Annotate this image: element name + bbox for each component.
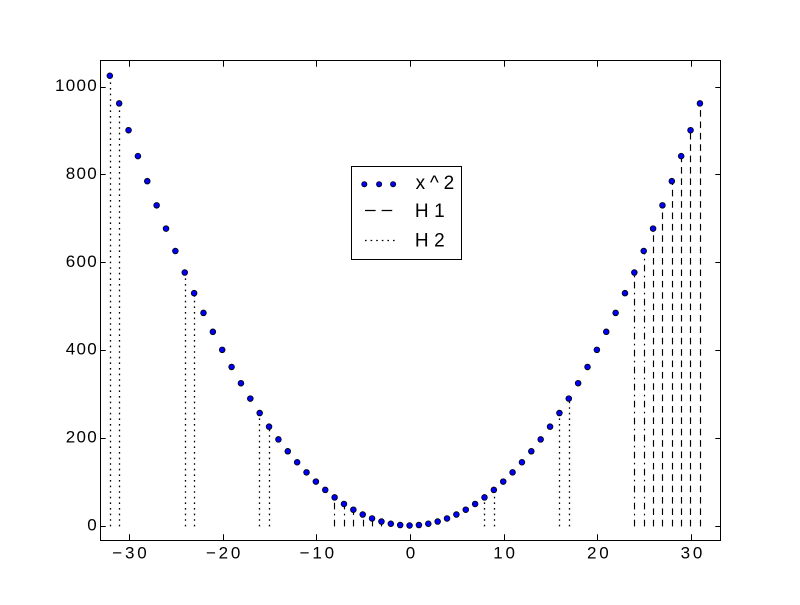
- svg-text:−10: −10: [300, 544, 337, 563]
- svg-text:600: 600: [66, 252, 98, 271]
- svg-text:10: 10: [493, 544, 518, 563]
- svg-text:H1: H1: [415, 201, 450, 222]
- svg-text:800: 800: [66, 164, 98, 183]
- svg-text:0: 0: [87, 515, 98, 534]
- svg-text:x^2: x^2: [416, 173, 459, 194]
- svg-text:1000: 1000: [55, 76, 98, 95]
- svg-text:30: 30: [681, 544, 706, 563]
- svg-text:H2: H2: [415, 231, 450, 252]
- svg-text:0: 0: [406, 544, 418, 563]
- svg-text:20: 20: [587, 544, 612, 563]
- svg-text:−20: −20: [206, 544, 243, 563]
- svg-text:400: 400: [66, 340, 98, 359]
- svg-text:−30: −30: [112, 544, 149, 563]
- svg-text:200: 200: [66, 427, 98, 446]
